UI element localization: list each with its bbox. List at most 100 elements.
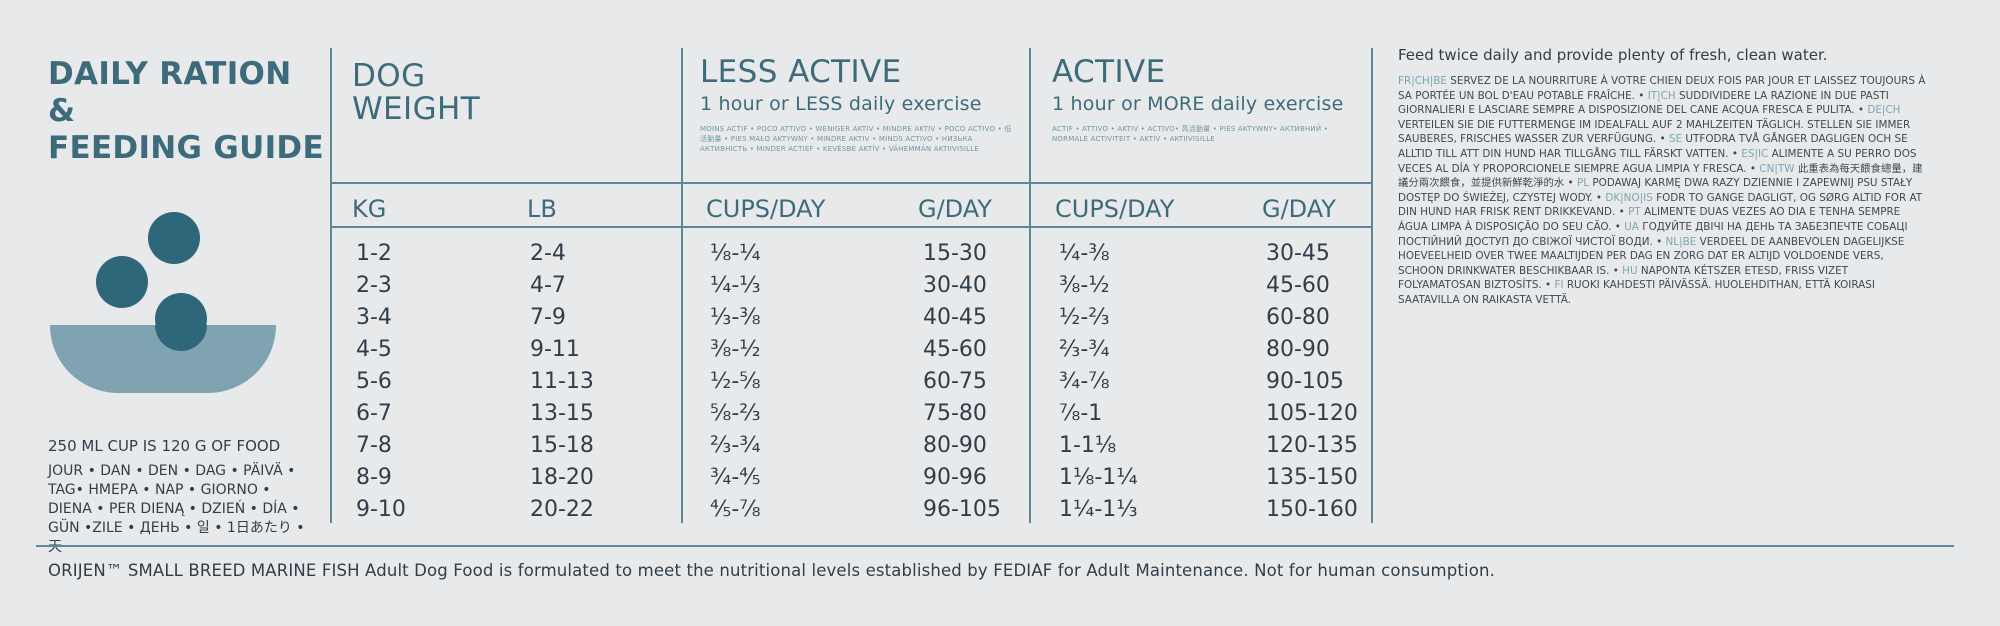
row-7-less-cups: ⅔-¾ [710, 433, 761, 458]
lang-tag-es: ES|IC [1741, 147, 1769, 160]
kibble-top [148, 212, 200, 264]
feeding-instruction: Feed twice daily and provide plenty of f… [1398, 46, 1828, 64]
instruction-de: VERTEILEN SIE DIE FUTTERMENGE IM IDEALFA… [1398, 118, 1911, 146]
row-5-active-cups: ¾-⅞ [1059, 369, 1110, 394]
row-7-active-g: 120-135 [1266, 433, 1358, 458]
lang-tag-it: IT|CH [1647, 89, 1676, 102]
row-6-kg: 6-7 [356, 401, 392, 426]
lang-tag-cn: CN|TW [1759, 162, 1795, 175]
kibble-overlap [155, 325, 207, 351]
less-active-subtitle: 1 hour or LESS daily exercise [700, 93, 982, 115]
row-5-lb: 11-13 [530, 369, 594, 394]
row-4-active-g: 80-90 [1266, 337, 1330, 362]
lang-tag-pt: PT [1628, 206, 1641, 219]
row-3-active-g: 60-80 [1266, 305, 1330, 330]
row-3-kg: 3-4 [356, 305, 392, 330]
guide-title-line1: DAILY RATION & [48, 56, 292, 129]
bowl [50, 325, 276, 393]
lang-tag-dk: DK|NO|IS [1605, 191, 1653, 204]
instruction-dk: FODR TO GANGE DAGLIGT, OG SØRG ALTID FOR… [1398, 191, 1923, 219]
row-2-less-cups: ¼-⅓ [710, 273, 761, 298]
dog-weight-line1: DOG [352, 58, 426, 94]
instruction-ua: ГОДУЙТЕ ДВІЧІ НА ДЕНЬ ТА ЗАБЕЗПЕЧТЕ СОБА… [1398, 220, 1908, 248]
row-8-kg: 8-9 [356, 465, 392, 490]
row-3-less-g: 40-45 [923, 305, 987, 330]
row-4-lb: 9-11 [530, 337, 580, 362]
row-4-less-cups: ⅜-½ [710, 337, 761, 362]
row-6-less-g: 75-80 [923, 401, 987, 426]
lang-tag-hu: HU [1622, 264, 1638, 277]
row-7-active-cups: 1-1⅛ [1059, 433, 1117, 458]
row-3-less-cups: ⅓-⅜ [710, 305, 761, 330]
bowl-illustration [48, 205, 278, 395]
lang-tag-pl: PL [1577, 177, 1590, 190]
row-2-active-cups: ⅜-½ [1059, 273, 1110, 298]
row-5-less-g: 60-75 [923, 369, 987, 394]
row-1-lb: 2-4 [530, 241, 566, 266]
lang-tag-fr: FR|CH|BE [1398, 75, 1447, 87]
subheader-rule [331, 226, 1372, 228]
row-8-less-g: 90-96 [923, 465, 987, 490]
active-subtitle: 1 hour or MORE daily exercise [1052, 93, 1344, 115]
kg-header: KG [352, 195, 387, 223]
less-g-header: G/DAY [918, 195, 992, 223]
less-active-header: LESS ACTIVE [700, 54, 902, 90]
lang-tag-se: SE [1668, 133, 1683, 146]
row-5-active-g: 90-105 [1266, 369, 1344, 394]
lb-header: LB [527, 195, 557, 223]
instruction-pt: ALIMENTE DUAS VEZES AO DIA E TENHA SEMPR… [1398, 206, 1901, 233]
row-1-less-cups: ⅛-¼ [710, 241, 761, 266]
lang-tag-nl: NL|BE [1665, 235, 1697, 248]
header-rule [331, 182, 1372, 184]
row-9-less-g: 96-105 [923, 497, 1001, 522]
guide-title: DAILY RATION & FEEDING GUIDE [48, 56, 328, 167]
row-7-less-g: 80-90 [923, 433, 987, 458]
instruction-cn: 此重表為每天餵食總量，建議分兩次餵食，並提供新鮮乾淨的水 • [1398, 162, 1923, 190]
instruction-nl: VERDEEL DE AANBEVOLEN DAGELIJKSE HOEVEEL… [1398, 235, 1905, 277]
less-cups-header: CUPS/DAY [706, 195, 826, 223]
active-translations: ACTIF • ATTIVO • AKTIV • ACTIVO• 高活動量 • … [1052, 125, 1329, 143]
row-6-active-g: 105-120 [1266, 401, 1358, 426]
guide-title-line2: FEEDING GUIDE [48, 130, 324, 166]
active-cups-header: CUPS/DAY [1055, 195, 1175, 223]
row-9-kg: 9-10 [356, 497, 406, 522]
row-8-less-cups: ¾-⅘ [710, 465, 761, 490]
divider-left [330, 48, 332, 523]
active-g-header: G/DAY [1262, 195, 1336, 223]
row-8-lb: 18-20 [530, 465, 594, 490]
row-7-lb: 15-18 [530, 433, 594, 458]
less-active-translations: MOINS ACTIF • POCO ATTIVO • WENIGER AKTI… [700, 125, 1012, 153]
feed-words-translations: JOUR • DAN • DEN • DAG • PÄIVÄ • TAG• ΗΜ… [48, 463, 305, 555]
divider-weight [681, 48, 683, 523]
row-2-kg: 2-3 [356, 273, 392, 298]
row-3-active-cups: ½-⅔ [1059, 305, 1110, 330]
instruction-se: UTFODRA TVÅ GÅNGER DAGLIGEN OCH SE ALLTI… [1398, 133, 1908, 160]
row-1-kg: 1-2 [356, 241, 392, 266]
cup-note: 250 ML CUP IS 120 G OF FOOD [48, 437, 281, 455]
instruction-es: ALIMENTE A SU PERRO DOS VECES AL DÍA Y P… [1398, 147, 1917, 175]
bowl-icon [50, 212, 276, 393]
active-header: ACTIVE [1052, 54, 1166, 90]
dog-weight-header: DOG WEIGHT [352, 60, 480, 126]
row-8-active-g: 135-150 [1266, 465, 1358, 490]
row-2-less-g: 30-40 [923, 273, 987, 298]
row-5-less-cups: ½-⅝ [710, 369, 761, 394]
divider-less-active [1029, 48, 1031, 523]
row-7-kg: 7-8 [356, 433, 392, 458]
footer-rule [36, 545, 1954, 547]
row-3-lb: 7-9 [530, 305, 566, 330]
row-1-less-g: 15-30 [923, 241, 987, 266]
lang-tag-ua: UA [1624, 220, 1639, 233]
lang-tag-de: DE|CH [1867, 104, 1901, 117]
row-4-active-cups: ⅔-¾ [1059, 337, 1110, 362]
lang-tag-fi: FI [1554, 279, 1564, 292]
translated-instructions: FR|CH|BE SERVEZ DE LA NOURRITURE À VOTRE… [1398, 74, 1926, 308]
row-1-active-cups: ¼-⅜ [1059, 241, 1110, 266]
dog-weight-line2: WEIGHT [352, 91, 481, 127]
instruction-hu: NAPONTA KÉTSZER ETESD, FRISS VIZET FOLYA… [1398, 264, 1849, 292]
instruction-pl: PODAWAJ KARMĘ DWA RAZY DZIENNIE I ZAPEWN… [1398, 177, 1913, 204]
row-4-less-g: 45-60 [923, 337, 987, 362]
kibble-left [96, 256, 148, 308]
row-2-active-g: 45-60 [1266, 273, 1330, 298]
footer-disclaimer: ORIJEN™ SMALL BREED MARINE FISH Adult Do… [48, 561, 1496, 580]
